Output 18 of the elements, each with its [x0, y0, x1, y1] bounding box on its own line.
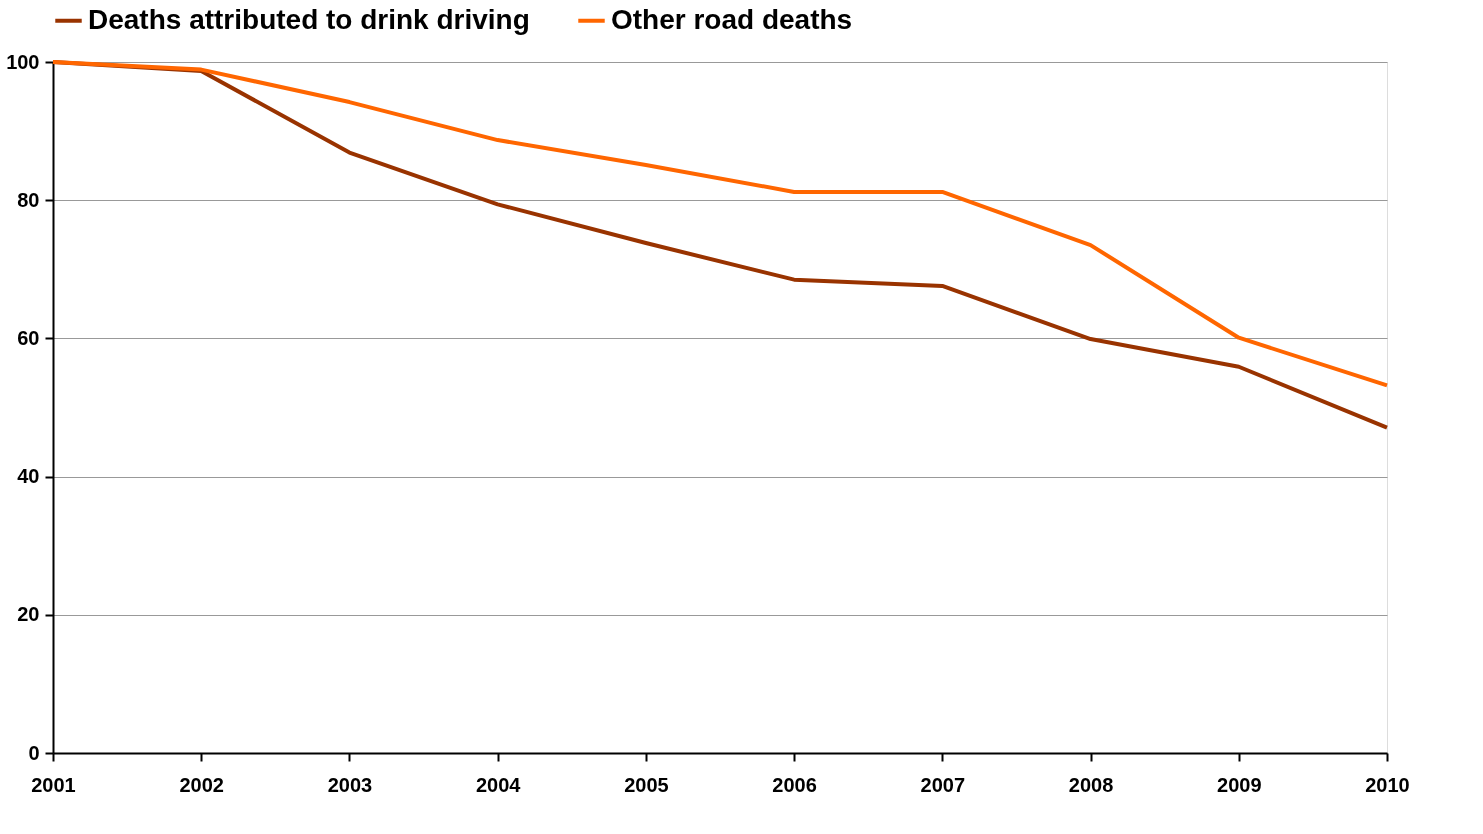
x-tick-label: 2006: [772, 773, 817, 796]
x-tick-label: 2009: [1217, 773, 1262, 796]
y-tick-label: 0: [28, 741, 40, 764]
y-tick-label: 20: [17, 603, 40, 626]
y-tick-label: 40: [17, 465, 40, 488]
legend-label: Deaths attributed to drink driving: [88, 3, 530, 35]
legend-label: Other road deaths: [611, 3, 853, 35]
x-tick-label: 2007: [920, 773, 966, 796]
x-tick-label: 2003: [327, 773, 373, 796]
x-tick-label: 2001: [31, 773, 76, 796]
y-tick-label: 80: [17, 188, 40, 211]
x-tick-label: 2010: [1365, 773, 1410, 796]
x-tick-label: 2005: [624, 773, 669, 796]
x-tick-label: 2004: [475, 773, 522, 796]
x-tick-label: 2008: [1068, 773, 1114, 796]
y-tick-label: 60: [17, 326, 40, 349]
x-tick-label: 2002: [179, 773, 224, 796]
y-tick-label: 100: [6, 50, 40, 73]
